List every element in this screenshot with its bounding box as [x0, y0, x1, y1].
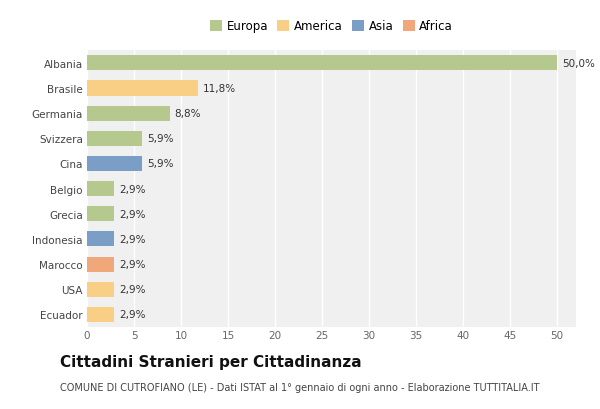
Text: 2,9%: 2,9% — [119, 184, 145, 194]
Bar — [87, 131, 142, 146]
Text: COMUNE DI CUTROFIANO (LE) - Dati ISTAT al 1° gennaio di ogni anno - Elaborazione: COMUNE DI CUTROFIANO (LE) - Dati ISTAT a… — [60, 382, 539, 392]
Text: 5,9%: 5,9% — [147, 159, 173, 169]
Text: 2,9%: 2,9% — [119, 310, 145, 320]
Text: 2,9%: 2,9% — [119, 259, 145, 270]
Legend: Europa, America, Asia, Africa: Europa, America, Asia, Africa — [205, 16, 458, 38]
Bar — [87, 232, 114, 247]
Bar — [87, 56, 557, 71]
Text: 2,9%: 2,9% — [119, 209, 145, 219]
Bar — [87, 282, 114, 297]
Bar — [87, 207, 114, 222]
Bar — [87, 182, 114, 197]
Bar — [87, 106, 170, 121]
Text: 2,9%: 2,9% — [119, 285, 145, 294]
Bar — [87, 81, 198, 96]
Text: 8,8%: 8,8% — [175, 109, 201, 119]
Text: 50,0%: 50,0% — [562, 58, 595, 69]
Bar — [87, 157, 142, 172]
Bar — [87, 307, 114, 322]
Text: 11,8%: 11,8% — [203, 84, 236, 94]
Text: 5,9%: 5,9% — [147, 134, 173, 144]
Text: 2,9%: 2,9% — [119, 234, 145, 244]
Text: Cittadini Stranieri per Cittadinanza: Cittadini Stranieri per Cittadinanza — [60, 354, 362, 369]
Bar — [87, 257, 114, 272]
